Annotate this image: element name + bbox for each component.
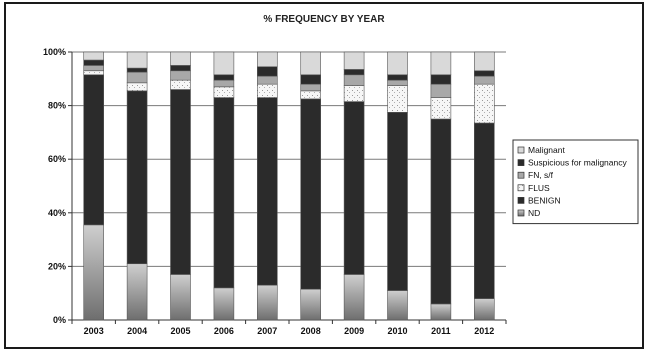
bar-segment-suspicious-for-malignancy-2007 (257, 67, 277, 76)
bar-segment-suspicious-for-malignancy-2011 (431, 75, 451, 84)
bar-segment-fn-s-f-2006 (214, 80, 234, 87)
bar-segment-flus-2012 (474, 84, 494, 123)
bar-segment-flus-2006 (214, 87, 234, 98)
bar-segment-suspicious-for-malignancy-2008 (301, 75, 321, 84)
bar-segment-nd-2010 (388, 291, 408, 320)
x-tick-label: 2003 (84, 326, 104, 336)
y-tick-label: 0% (53, 315, 66, 325)
legend-swatch (518, 210, 524, 216)
bar-segment-fn-s-f-2005 (171, 71, 191, 80)
bar-segment-suspicious-for-malignancy-2003 (84, 60, 104, 65)
bar-segment-flus-2011 (431, 98, 451, 119)
bar-segment-flus-2008 (301, 91, 321, 99)
bar-segment-benign-2008 (301, 99, 321, 289)
legend-swatch (518, 197, 524, 203)
bar-segment-benign-2011 (431, 119, 451, 304)
plot-area: 0% 20% 40% 60% 80% 100% 2003 2004 2005 2006 2007 20… (43, 47, 506, 336)
bar-segment-flus-2003 (84, 71, 104, 75)
bar-segment-benign-2006 (214, 98, 234, 288)
chart-svg: % FREQUENCY BY YEAR 0% 20% 40% 60% 80% 100% 20… (6, 4, 642, 347)
bar-segment-fn-s-f-2008 (301, 84, 321, 91)
chart-frame: % FREQUENCY BY YEAR 0% 20% 40% 60% 80% 100% 20… (4, 2, 644, 349)
bar-segment-malignant-2011 (431, 52, 451, 75)
bar-segment-benign-2003 (84, 75, 104, 225)
bar-segment-malignant-2012 (474, 52, 494, 71)
y-tick-label: 40% (48, 208, 66, 218)
bar-segment-benign-2005 (171, 90, 191, 275)
legend-label: FLUS (528, 183, 550, 193)
legend-label: BENIGN (528, 195, 561, 205)
x-tick-label: 2007 (257, 326, 277, 336)
bar-segment-flus-2007 (257, 84, 277, 97)
bar-segment-nd-2007 (257, 285, 277, 320)
bar-segment-nd-2006 (214, 288, 234, 320)
bar-segment-malignant-2006 (214, 52, 234, 75)
legend-label: ND (528, 208, 540, 218)
legend: Malignant Suspicious for malignancy FN, s/… (513, 140, 638, 224)
bar-segment-malignant-2008 (301, 52, 321, 75)
bar-segment-flus-2010 (388, 86, 408, 113)
bar-segment-suspicious-for-malignancy-2009 (344, 69, 364, 74)
legend-label: Suspicious for malignancy (528, 158, 627, 168)
x-tick-label: 2011 (431, 326, 451, 336)
bar-segment-nd-2009 (344, 274, 364, 320)
legend-swatch (518, 185, 524, 191)
bar-segment-benign-2012 (474, 123, 494, 299)
y-tick-label: 20% (48, 261, 66, 271)
y-tick-label: 100% (43, 47, 66, 57)
bar-segment-malignant-2010 (388, 52, 408, 75)
x-tick-label: 2010 (387, 326, 407, 336)
bar-segment-benign-2009 (344, 102, 364, 275)
y-tick-label: 60% (48, 154, 66, 164)
bar-segment-fn-s-f-2003 (84, 65, 104, 70)
legend-swatch (518, 147, 524, 153)
bar-segment-flus-2005 (171, 80, 191, 89)
x-tick-label: 2006 (214, 326, 234, 336)
bar-segment-nd-2003 (84, 225, 104, 320)
y-tick-label: 80% (48, 101, 66, 111)
bar-segment-malignant-2003 (84, 52, 104, 60)
bar-segment-nd-2008 (301, 289, 321, 320)
x-tick-label: 2012 (474, 326, 494, 336)
bar-segment-benign-2010 (388, 112, 408, 290)
bar-segment-fn-s-f-2011 (431, 84, 451, 97)
bar-segment-fn-s-f-2010 (388, 80, 408, 85)
legend-label: Malignant (528, 145, 565, 155)
bar-segment-malignant-2009 (344, 52, 364, 69)
x-tick-label: 2004 (127, 326, 147, 336)
bar-segment-malignant-2007 (257, 52, 277, 67)
bar-segment-fn-s-f-2007 (257, 76, 277, 84)
bar-segment-malignant-2004 (127, 52, 147, 68)
bar-segment-suspicious-for-malignancy-2010 (388, 75, 408, 80)
bar-segment-nd-2004 (127, 264, 147, 320)
legend-swatch (518, 160, 524, 166)
bar-segment-suspicious-for-malignancy-2004 (127, 68, 147, 72)
bar-segment-flus-2004 (127, 83, 147, 91)
bar-segment-suspicious-for-malignancy-2012 (474, 71, 494, 76)
bar-segment-suspicious-for-malignancy-2005 (171, 65, 191, 70)
legend-swatch (518, 172, 524, 178)
legend-label: FN, s/f (528, 170, 554, 180)
bar-segment-fn-s-f-2009 (344, 75, 364, 86)
bar-segment-nd-2005 (171, 274, 191, 320)
chart-title: % FREQUENCY BY YEAR (263, 14, 385, 25)
bar-segment-benign-2004 (127, 91, 147, 264)
bar-segment-nd-2012 (474, 299, 494, 320)
bar-segment-benign-2007 (257, 98, 277, 286)
bar-segment-suspicious-for-malignancy-2006 (214, 75, 234, 80)
x-tick-label: 2008 (301, 326, 321, 336)
bar-segment-fn-s-f-2004 (127, 72, 147, 83)
bar-segment-nd-2011 (431, 304, 451, 320)
bar-segment-fn-s-f-2012 (474, 76, 494, 84)
bar-segment-malignant-2005 (171, 52, 191, 65)
bar-segment-flus-2009 (344, 86, 364, 102)
x-tick-label: 2005 (170, 326, 190, 336)
x-tick-label: 2009 (344, 326, 364, 336)
